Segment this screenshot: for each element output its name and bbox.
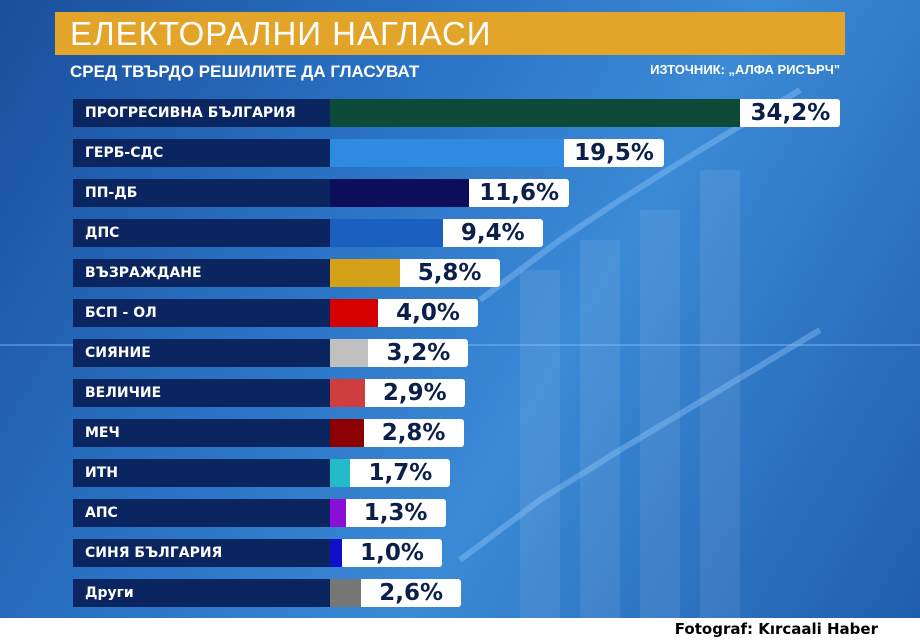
background-chart-graphic [0,87,920,563]
bar [330,379,365,407]
data-label: 3,2% [368,339,469,367]
bar [330,219,443,247]
category-label: АПС [73,499,330,527]
bar [330,419,364,447]
category-label: ПРОГРЕСИВНА БЪЛГАРИЯ [73,99,330,127]
bar [330,339,369,367]
data-label: 11,6% [469,179,570,207]
chart-title: ЕЛЕКТОРАЛНИ НАГЛАСИ [70,15,492,52]
bar [330,179,470,207]
category-label: МЕЧ [73,419,330,447]
bar [330,539,342,567]
data-label: 2,9% [364,379,465,407]
category-label: Други [73,579,330,607]
category-label: СИЯНИЕ [73,339,330,367]
data-label: 2,8% [363,419,464,447]
data-label: 1,0% [342,539,442,567]
title-banner [55,12,845,55]
data-label: 2,6% [361,579,462,607]
category-label: ВЕЛИЧИЕ [73,379,330,407]
bar [330,459,351,487]
category-label: ИТН [73,459,330,487]
data-label: 34,2% [740,99,841,127]
bar [330,299,378,327]
category-label: СИНЯ БЪЛГАРИЯ [73,539,330,567]
data-label: 5,8% [399,259,500,287]
category-label: БСП - ОЛ [73,299,330,327]
chart-subtitle: СРЕД ТВЪРДО РЕШИЛИТЕ ДА ГЛАСУВАТ [70,62,420,81]
category-label: ВЪЗРАЖДАНЕ [73,259,330,287]
bar [330,579,362,607]
bar [330,99,741,127]
bar [330,139,564,167]
bar [330,259,400,287]
photo-credit: Fotograf: Kırcaali Haber [674,620,878,638]
category-label: ГЕРБ-СДС [73,139,330,167]
data-label: 1,3% [345,499,446,527]
chart-source: ИЗТОЧНИК: „АЛФА РИСЪРЧ" [650,62,840,77]
data-label: 19,5% [564,139,664,167]
category-label: ДПС [73,219,330,247]
data-label: 9,4% [442,219,543,247]
data-label: 1,7% [350,459,451,487]
data-label: 4,0% [378,299,478,327]
bar [330,499,346,527]
category-label: ПП-ДБ [73,179,330,207]
